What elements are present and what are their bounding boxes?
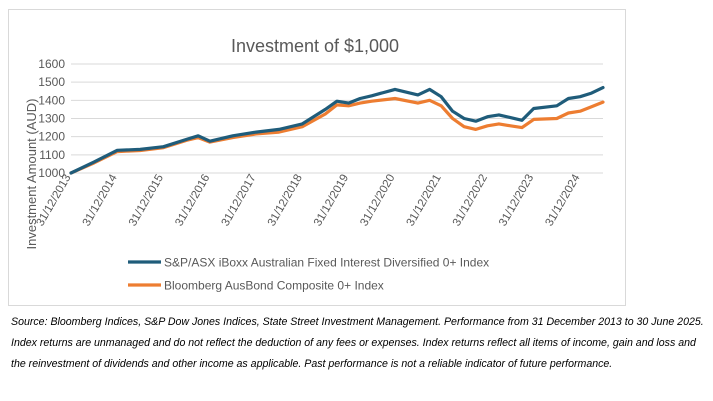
y-tick-label: 1300 — [38, 112, 65, 126]
x-tick-label: 31/12/2023 — [497, 173, 536, 229]
series-line-2 — [69, 96, 605, 175]
y-axis-ticks: 1000 1100 1200 1300 1400 1500 1600 — [38, 57, 65, 180]
y-tick-label: 1200 — [38, 130, 65, 144]
x-tick-label: 31/12/2020 — [358, 173, 397, 229]
x-tick-label: 31/12/2022 — [451, 173, 490, 229]
x-tick-label: 31/12/2024 — [543, 172, 582, 228]
y-tick-label: 1500 — [38, 75, 65, 89]
legend: S&P/ASX iBoxx Australian Fixed Interest … — [128, 256, 489, 293]
x-tick-label: 31/12/2013 — [34, 173, 73, 229]
y-axis-label: Investment Amount (AUD) — [24, 99, 39, 250]
x-tick-label: 31/12/2015 — [127, 173, 166, 229]
x-tick-label: 31/12/2019 — [312, 173, 351, 229]
y-tick-label: 1000 — [38, 166, 65, 180]
series-line-1 — [69, 86, 605, 175]
source-note: Source: Bloomberg Indices, S&P Dow Jones… — [11, 316, 704, 370]
x-tick-label: 31/12/2017 — [220, 173, 259, 229]
x-tick-label: 31/12/2018 — [266, 173, 305, 229]
y-tick-label: 1600 — [38, 57, 65, 71]
legend-label: S&P/ASX iBoxx Australian Fixed Interest … — [164, 256, 489, 270]
x-axis-ticks: 31/12/2013 31/12/2014 31/12/2015 31/12/2016… — [34, 172, 583, 228]
line-chart: Investment of $1,000 1000 1100 1200 1300 140… — [24, 36, 605, 293]
x-tick-label: 31/12/2021 — [405, 173, 444, 229]
y-tick-label: 1100 — [39, 148, 65, 162]
x-tick-label: 31/12/2014 — [81, 172, 120, 228]
series-lines — [69, 86, 605, 175]
y-tick-label: 1400 — [38, 93, 65, 107]
chart-title: Investment of $1,000 — [231, 36, 399, 56]
chart-frame: Investment of $1,000 1000 1100 1200 1300 140… — [8, 9, 626, 306]
x-tick-label: 31/12/2016 — [173, 173, 212, 229]
legend-label: Bloomberg AusBond Composite 0+ Index — [164, 279, 384, 293]
